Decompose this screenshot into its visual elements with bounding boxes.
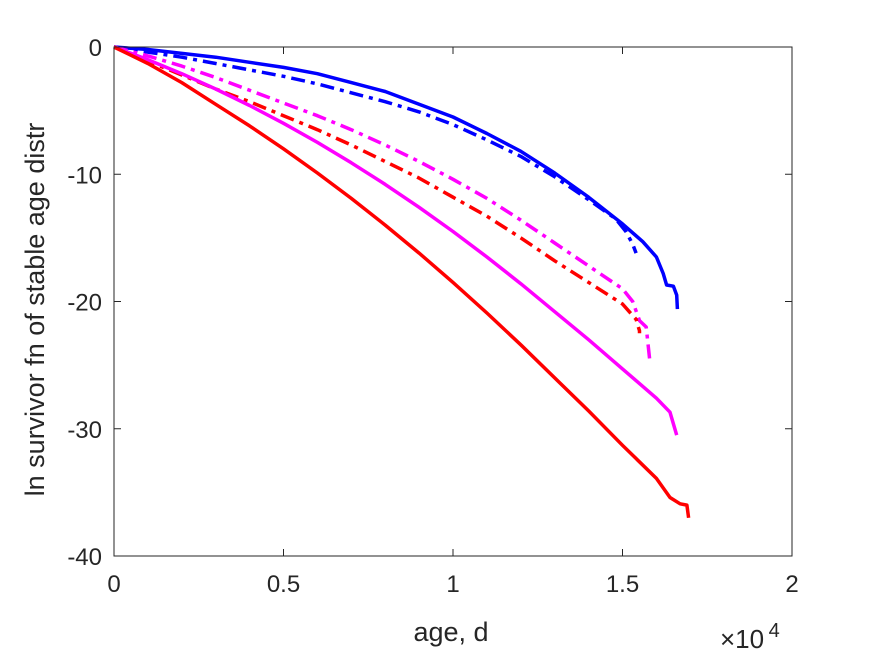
x-tick-label: 2: [785, 571, 798, 598]
series-line-3: [113, 45, 652, 359]
tick-layer: 0 0.5 1 1.5 2 0 -10 -20 -30 -40: [67, 35, 798, 598]
y-tick-label: -40: [67, 544, 102, 571]
series-line-1: [113, 45, 680, 310]
x-axis-multiplier: ×10 4: [720, 620, 780, 654]
series-layer: [113, 45, 691, 519]
x-tick-label: 1: [446, 571, 459, 598]
series-line-6: [113, 45, 691, 519]
series-line-5: [113, 45, 679, 436]
x-axis-label: age, d: [413, 617, 488, 647]
y-tick-label: 0: [89, 35, 102, 62]
x-tick-label: 0.5: [267, 571, 300, 598]
x-axis-multiplier-exponent: 4: [769, 620, 780, 642]
series-line-2: [113, 45, 638, 254]
series-line-4: [113, 45, 642, 334]
x-tick-label: 1.5: [606, 571, 639, 598]
y-axis-label: ln survivor fn of stable age distr: [20, 123, 50, 497]
x-tick-label: 0: [107, 571, 120, 598]
y-tick-label: -10: [67, 162, 102, 189]
y-tick-label: -30: [67, 417, 102, 444]
x-axis-multiplier-base: ×10: [720, 624, 764, 654]
y-tick-label: -20: [67, 290, 102, 317]
